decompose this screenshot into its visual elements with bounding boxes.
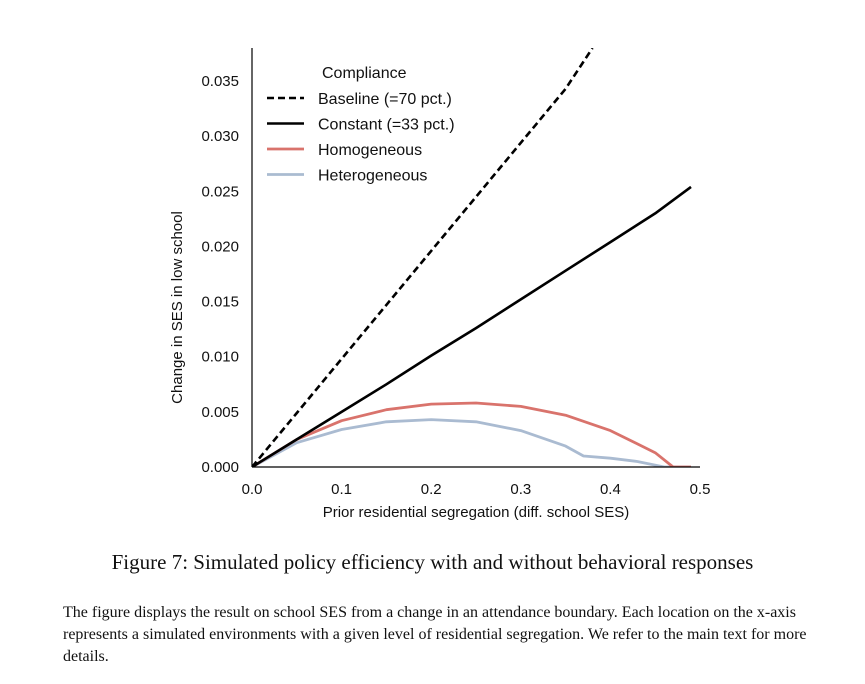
legend-label: Homogeneous <box>318 142 422 159</box>
figure-caption: Figure 7: Simulated policy efficiency wi… <box>111 550 754 574</box>
x-tick-label: 0.5 <box>690 481 711 498</box>
x-tick-label: 0.1 <box>331 481 352 498</box>
y-tick-label: 0.020 <box>201 238 239 255</box>
chart: 0.0 0.1 0.2 0.3 0.4 0.5 0.000 0.005 0.010 0.015 0.… <box>169 48 710 521</box>
legend: Compliance Baseline (=70 pct.) Constant (=… <box>267 65 455 185</box>
y-tick-label: 0.035 <box>201 73 239 90</box>
x-tick-label: 0.3 <box>510 481 531 498</box>
x-tick-label: 0.2 <box>421 481 442 498</box>
y-tick-label: 0.000 <box>201 459 239 476</box>
y-axis-label: Change in SES in low school <box>169 211 186 404</box>
legend-label: Constant (=33 pct.) <box>318 117 455 134</box>
series-line-constant <box>252 185 692 467</box>
series-line-baseline <box>252 48 594 467</box>
x-tick-label: 0.4 <box>600 481 621 498</box>
series-layer <box>252 48 692 467</box>
axes-layer: 0.0 0.1 0.2 0.3 0.4 0.5 0.000 0.005 0.010 0.015 0.… <box>169 48 710 521</box>
legend-label: Heterogeneous <box>318 168 427 185</box>
legend-label: Baseline (=70 pct.) <box>318 91 452 108</box>
y-tick-label: 0.015 <box>201 294 239 311</box>
x-axis-label: Prior residential segregation (diff. sch… <box>323 504 630 521</box>
series-line-homogeneous <box>252 401 691 467</box>
y-tick-label: 0.005 <box>201 404 239 421</box>
series-line-heterogeneous <box>252 418 691 467</box>
legend-title: Compliance <box>322 65 407 82</box>
y-tick-label: 0.025 <box>201 183 239 200</box>
figure-note: The figure displays the result on school… <box>63 604 807 665</box>
x-tick-label: 0.0 <box>242 481 263 498</box>
y-tick-label: 0.010 <box>201 349 239 366</box>
y-tick-label: 0.030 <box>201 128 239 145</box>
